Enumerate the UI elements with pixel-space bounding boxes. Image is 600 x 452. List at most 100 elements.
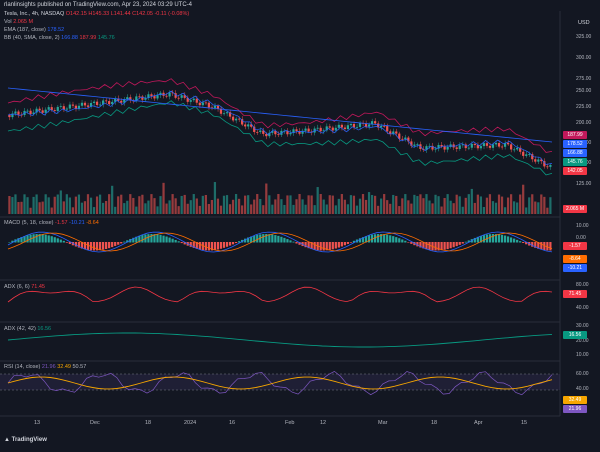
rsi-label: RSI (14, close) [4,364,41,370]
bb-value-1: 166.88 [61,35,78,41]
macd-hist-bar [479,235,482,243]
x-axis-label: 13 [34,420,41,426]
macd-hist-bar [168,237,171,243]
macd-tag-hist: -1.57 [563,242,587,250]
vol-legend[interactable]: Vol 2.065 M [4,19,33,26]
ema-label: EMA (187, close) [4,27,46,33]
volume-bar [65,194,68,214]
candle-body [29,110,32,115]
volume-bar [74,196,78,214]
x-axis-label: 2024 [184,420,197,426]
rsi-tag-value: 21.96 [563,405,587,413]
candle-body [437,144,440,149]
bb-value-2: 187.99 [79,35,97,41]
price-tick: 125.00 [576,181,592,187]
volume-bar [531,194,534,214]
currency-label[interactable]: USD [578,20,590,26]
volume-bar [419,194,422,214]
candle-body [410,141,413,146]
candle-body [201,102,204,106]
candle-body [162,92,165,96]
candle-body [114,98,117,102]
volume-tag: 2.065 M [563,205,587,213]
macd-hist-bar [361,237,365,243]
candle-body [35,108,38,113]
brand-text: TradingView [11,437,47,443]
adx2-label: ADX (42, 42) [4,326,36,332]
vol-label: Vol [4,19,12,25]
macd-hist-bar [237,241,241,243]
bb-upper-line [7,78,553,153]
candle-body [83,102,87,106]
volume-bar [71,207,74,214]
volume-bar [83,201,87,214]
candle-body [337,124,340,128]
candle-body [274,130,277,135]
volume-bar [216,198,220,214]
macd-hist-bar [271,234,274,243]
volume-bar [241,205,244,214]
volume-bar [11,197,14,214]
volume-bar [129,194,132,214]
macd-hist-bar [177,241,180,243]
volume-bar [373,195,377,214]
macd-legend[interactable]: MACD (5, 18, close) -1.57 -10.21 -8.64 [4,220,99,227]
macd-hist-bar [53,237,56,243]
bb-legend[interactable]: BB (40, SMA, close, 2) 166.88 187.99 145… [4,35,115,42]
candle-body [101,100,105,105]
candle-body [11,113,14,118]
macd-line [7,231,553,253]
tradingview-logo[interactable]: ▲ TradingView [4,437,47,443]
candle-body [141,96,144,100]
volume-bar [177,206,180,214]
macd-hist-bar [141,235,144,243]
volume-bar [123,203,126,214]
candle-body [56,106,59,111]
macd-hist-bar [47,235,50,243]
volume-bar [147,200,150,214]
candle-body [98,104,102,106]
volume-bar [17,202,20,214]
candle-body [497,143,501,147]
volume-bar [425,194,428,214]
candle-body [177,97,180,99]
candle-body [32,112,35,115]
candle-body [8,115,11,118]
volume-bar [198,205,201,214]
volume-bar [313,205,316,214]
macd-hist-bar [17,238,20,243]
candle-body [62,106,65,110]
macd-hist-bar [247,237,250,243]
volume-bar [479,196,482,214]
candle-body [295,129,298,132]
adx1-legend[interactable]: ADX (6, 6) 71.45 [4,284,45,291]
macd-hist-bar [74,242,78,247]
volume-bar [20,201,23,214]
macd-hist-bar [210,242,214,251]
candle-body [210,107,214,109]
macd-hist-bar [111,242,114,248]
volume-bar [89,197,93,214]
macd-hist-bar [337,242,340,248]
rsi-legend[interactable]: RSI (14, close) 21.96 32.49 50.57 [4,364,86,371]
macd-hist-bar [546,242,549,251]
macd-hist-bar [407,242,410,243]
ema-legend[interactable]: EMA (187, close) 178.52 [4,27,64,34]
candle-body [473,143,476,146]
macd-hist-bar [250,236,253,243]
volume-bar [41,201,44,214]
candle-body [129,97,132,101]
volume-bar [222,195,226,214]
macd-hist-bar [132,237,135,243]
candle-body [325,126,328,131]
macd-hist-bar [373,234,377,243]
volume-bar [192,194,195,214]
adx2-legend[interactable]: ADX (42, 42) 16.56 [4,326,51,333]
macd-hist-bar [92,242,96,251]
volume-bar [464,197,467,214]
macd-hist-bar [256,234,259,243]
volume-bar [253,199,256,214]
candle-body [219,108,223,114]
macd-hist-bar [482,235,486,243]
